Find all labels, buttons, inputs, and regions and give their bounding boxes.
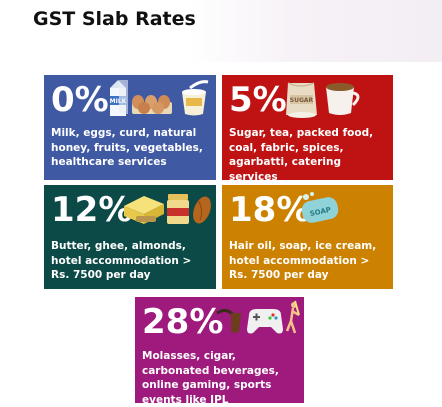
slab-items: Butter, ghee, almonds, hotel accommodati… xyxy=(51,240,192,281)
pipe-icon xyxy=(216,308,241,333)
game-controller-icon xyxy=(247,309,283,334)
sugar-bag-icon: SUGAR xyxy=(286,82,317,118)
ghee-jar-icon xyxy=(167,194,189,224)
slab-card-5: 5% SUGAR Sugar, tea, packed food, coal, … xyxy=(222,75,393,183)
slab-items: Milk, eggs, curd, natural honey, fruits,… xyxy=(51,127,203,168)
slab-items: Hair oil, soap, ice cream, hotel accommo… xyxy=(229,240,377,281)
milk-carton-icon: MILK xyxy=(110,80,128,116)
slab-12-icons xyxy=(124,194,211,224)
soap-icon: SOAP xyxy=(301,192,339,223)
page-title: GST Slab Rates xyxy=(33,8,196,30)
slab-card-0: 0% MILK Milk, eggs, curd, natural honey,… xyxy=(44,75,216,180)
slab-28-icons xyxy=(216,300,300,334)
almond-icon xyxy=(193,196,211,224)
slab-rate: 18% xyxy=(229,190,311,230)
background-watermark xyxy=(190,0,442,62)
butter-icon xyxy=(124,196,164,224)
slab-card-12: 12% Butter, ghee, almonds, hotel accommo… xyxy=(44,185,216,289)
slab-card-28: 28% Molasses, cigar, carbonated beverage… xyxy=(135,297,304,406)
slab-5-icons: SUGAR xyxy=(286,82,360,118)
cricket-player-icon xyxy=(285,300,300,334)
tea-cup-icon xyxy=(326,83,360,115)
sugar-label: SUGAR xyxy=(290,97,314,104)
slab-card-18: 18% SOAP Hair oil, soap, ice cream, hote… xyxy=(222,185,393,289)
slab-18-icons: SOAP xyxy=(301,192,339,223)
slab-items: Sugar, tea, packed food, coal, fabric, s… xyxy=(229,127,374,183)
slab-rate: 12% xyxy=(51,190,133,230)
slab-rate: 28% xyxy=(142,302,224,342)
slab-rate: 5% xyxy=(229,80,287,120)
slab-items: Molasses, cigar, carbonated beverages, o… xyxy=(142,350,279,406)
slab-rate: 0% xyxy=(51,80,109,120)
slab-0-icons: MILK xyxy=(110,80,209,116)
curd-jar-icon xyxy=(182,80,209,116)
eggs-icon xyxy=(132,95,172,114)
milk-label: MILK xyxy=(110,98,127,105)
